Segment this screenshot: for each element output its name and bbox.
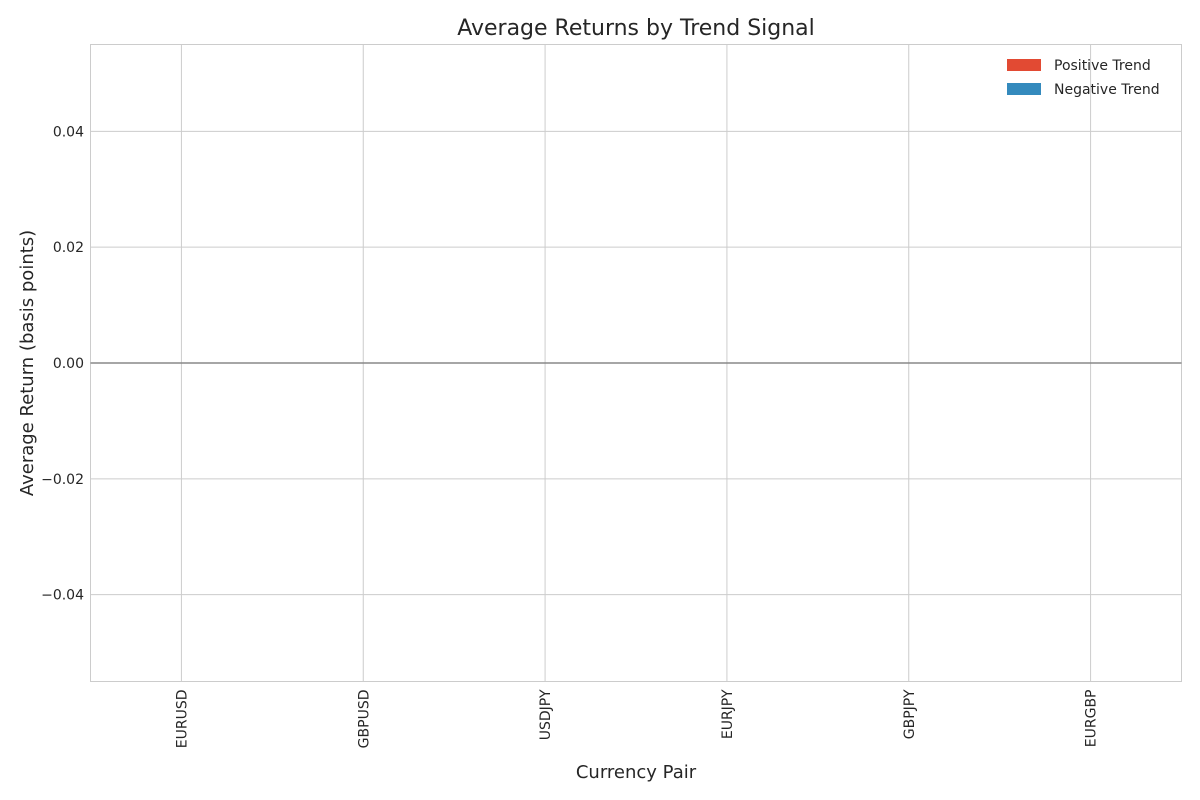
x-tick-label: EURGBP (1084, 690, 1100, 748)
y-tick-label: 0.02 (53, 240, 84, 256)
x-tick-label: EURUSD (174, 690, 190, 749)
y-tick-label: 0.00 (53, 356, 84, 372)
y-tick-label: −0.04 (41, 588, 84, 604)
legend: Positive Trend Negative Trend (1007, 58, 1160, 98)
y-tick-labels: −0.04 −0.02 0.00 0.02 0.04 (41, 124, 84, 603)
y-tick-label: 0.04 (53, 124, 84, 140)
x-tick-label: USDJPY (538, 689, 554, 740)
y-tick-label: −0.02 (41, 472, 84, 488)
y-axis-label: Average Return (basis points) (17, 230, 38, 496)
x-tick-label: GBPJPY (902, 689, 918, 739)
legend-label-positive-trend: Positive Trend (1054, 58, 1151, 74)
x-axis-label: Currency Pair (576, 762, 697, 783)
legend-swatch-positive-trend (1007, 59, 1041, 71)
legend-label-negative-trend: Negative Trend (1054, 82, 1160, 98)
x-tick-label: GBPUSD (356, 690, 372, 749)
legend-swatch-negative-trend (1007, 83, 1041, 95)
x-tick-label: EURJPY (720, 689, 736, 739)
chart-title: Average Returns by Trend Signal (457, 16, 815, 41)
x-tick-labels: EURUSD GBPUSD USDJPY EURJPY GBPJPY EURGBP (174, 689, 1099, 748)
